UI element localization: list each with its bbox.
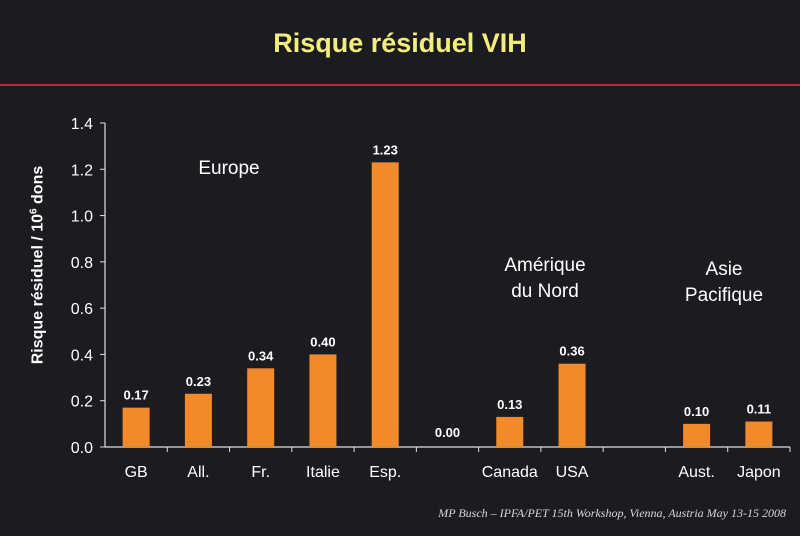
x-tick-label: USA — [556, 464, 589, 481]
chart-title: Risque résiduel VIH — [273, 28, 527, 58]
x-tick-label: Japon — [737, 464, 781, 481]
y-tick-label: 1.0 — [71, 209, 93, 226]
region-annotation: du Nord — [511, 281, 579, 302]
y-tick-label: 1.2 — [71, 162, 93, 179]
region-annotation: Pacifique — [685, 285, 763, 306]
bar-value-label: 1.23 — [373, 142, 398, 157]
source-citation: MP Busch – IPFA/PET 15th Workshop, Vienn… — [438, 506, 786, 520]
title-divider — [0, 84, 800, 86]
bar-value-label: 0.17 — [123, 388, 148, 403]
x-tick-label: Fr. — [251, 464, 270, 481]
bar-value-label: 0.13 — [497, 397, 522, 412]
bar — [683, 423, 711, 447]
region-annotation: Asie — [706, 259, 743, 280]
region-annotation: Europe — [198, 158, 259, 179]
y-tick-label: 1.4 — [71, 116, 93, 133]
region-annotation: Amérique — [504, 255, 585, 276]
bar — [496, 416, 524, 447]
y-tick-label: 0.6 — [71, 301, 93, 318]
bar-value-label: 0.36 — [559, 344, 584, 359]
bar — [122, 407, 150, 447]
bar — [745, 421, 773, 447]
bar-value-label: 0.40 — [310, 334, 335, 349]
x-tick-label: Aust. — [678, 464, 714, 481]
x-tick-label: Esp. — [369, 464, 401, 481]
bar — [371, 162, 399, 448]
x-tick-label: GB — [125, 464, 148, 481]
bar — [558, 363, 586, 447]
bar-value-label: 0.10 — [684, 404, 709, 419]
y-tick-label: 0.2 — [71, 394, 93, 411]
bar — [184, 393, 212, 447]
bar-value-label: 0.23 — [186, 374, 211, 389]
bar-value-label: 0.11 — [747, 402, 772, 417]
bar — [309, 354, 337, 447]
bar-value-label: 0.34 — [248, 348, 274, 363]
y-tick-label: 0.0 — [71, 440, 93, 457]
x-tick-label: Italie — [306, 464, 340, 481]
x-tick-label: Canada — [482, 464, 538, 481]
y-tick-label: 0.4 — [71, 347, 93, 364]
bar-value-label: 0.00 — [435, 425, 460, 440]
bar — [247, 368, 275, 447]
bar-chart: 0.0 0.2 0.4 0.6 0.8 1.0 1.2 1.4 0.17 GB 0.23 All. 0.… — [71, 116, 791, 481]
y-tick-label: 0.8 — [71, 255, 93, 272]
x-tick-label: All. — [187, 464, 209, 481]
